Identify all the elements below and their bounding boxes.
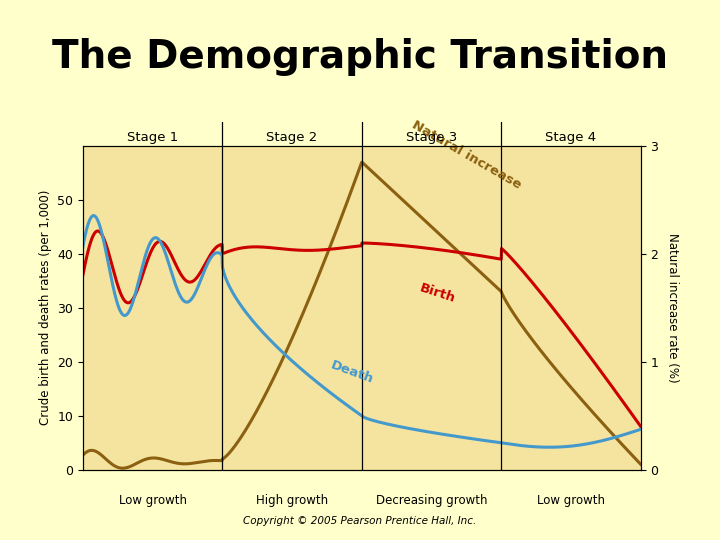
Text: Birth: Birth — [418, 281, 456, 306]
Text: The Demographic Transition: The Demographic Transition — [52, 38, 668, 76]
Text: Low growth: Low growth — [119, 494, 186, 507]
Y-axis label: Natural increase rate (%): Natural increase rate (%) — [666, 233, 680, 383]
Text: Low growth: Low growth — [537, 494, 605, 507]
Text: Death: Death — [328, 359, 375, 387]
Text: Stage 4: Stage 4 — [546, 131, 597, 144]
Text: Stage 3: Stage 3 — [406, 131, 457, 144]
Text: Decreasing growth: Decreasing growth — [376, 494, 487, 507]
Text: Stage 1: Stage 1 — [127, 131, 178, 144]
Text: High growth: High growth — [256, 494, 328, 507]
Text: Copyright © 2005 Pearson Prentice Hall, Inc.: Copyright © 2005 Pearson Prentice Hall, … — [243, 516, 477, 526]
Text: Natural increase: Natural increase — [409, 119, 523, 192]
Text: Stage 2: Stage 2 — [266, 131, 318, 144]
Y-axis label: Crude birth and death rates (per 1,000): Crude birth and death rates (per 1,000) — [39, 190, 52, 426]
